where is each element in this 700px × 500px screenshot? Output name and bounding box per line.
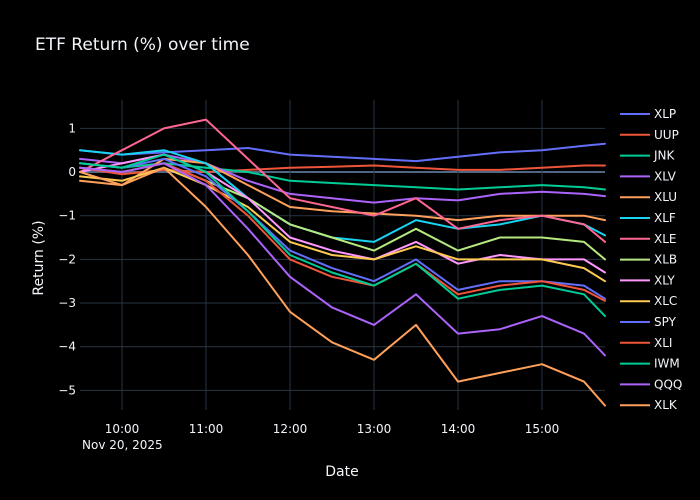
legend-item-xli[interactable]: XLI [620,336,672,350]
y-tick-label: −1 [58,209,76,223]
legend-item-xlb[interactable]: XLB [620,253,677,267]
y-tick-label: −5 [58,383,76,397]
legend-label: XLV [654,169,677,183]
legend-label: XLB [654,253,677,267]
x-axis-date-label: Nov 20, 2025 [82,438,163,452]
legend-label: QQQ [654,377,682,391]
legend-item-xlv[interactable]: XLV [620,169,677,183]
chart-title: ETF Return (%) over time [35,35,250,55]
series-line-iwm [79,153,606,318]
legend-item-qqq[interactable]: QQQ [620,377,682,391]
x-tick-label: 10:00 [105,422,140,436]
x-tick-label: 11:00 [189,422,224,436]
legend: XLP UUP JNK XLV XLU XLF XLE XLB XLY XLC SPY XLI IWM Q… [620,107,682,412]
legend-item-xlc[interactable]: XLC [620,294,677,308]
legend-item-xlk[interactable]: XLK [620,398,678,412]
plot-area [79,118,606,407]
x-tick-label: 15:00 [525,422,560,436]
x-axis-title: Date [325,464,358,480]
series-line-xle [79,118,606,243]
legend-item-iwm[interactable]: IWM [620,357,680,371]
y-tick-label: 0 [68,165,76,179]
legend-label: XLF [654,211,676,225]
series-line-xlk [79,166,606,407]
series-line-xlc [79,166,606,283]
x-tick-label: 12:00 [273,422,308,436]
legend-label: XLI [654,336,672,350]
series-line-xlv [79,153,606,204]
y-axis-title: Return (%) [31,220,47,295]
legend-item-xlp[interactable]: XLP [620,107,676,121]
legend-label: SPY [654,315,677,329]
legend-item-jnk[interactable]: JNK [620,149,676,163]
y-tick-label: 1 [68,121,76,135]
legend-label: XLP [654,107,676,121]
legend-label: XLU [654,190,677,204]
legend-label: XLY [654,273,675,287]
legend-label: IWM [654,357,680,371]
legend-item-uup[interactable]: UUP [620,128,679,142]
series-line-jnk [79,162,606,191]
legend-item-xle[interactable]: XLE [620,232,677,246]
legend-label: XLC [654,294,677,308]
y-tick-label: −3 [58,296,76,310]
x-tick-label: 13:00 [357,422,392,436]
legend-label: JNK [653,149,676,163]
legend-item-xlu[interactable]: XLU [620,190,677,204]
legend-item-xly[interactable]: XLY [620,273,675,287]
legend-label: XLE [654,232,677,246]
y-axis-ticks: 1 0 −1 −2 −3 −4 −5 [58,121,76,397]
x-tick-label: 14:00 [441,422,476,436]
x-axis-ticks: 10:00 11:00 12:00 13:00 14:00 15:00 [105,422,560,436]
legend-item-spy[interactable]: SPY [620,315,677,329]
series-line-qqq [79,162,606,357]
legend-label: XLK [654,398,678,412]
y-tick-label: −2 [58,252,76,266]
y-tick-label: −4 [58,340,76,354]
legend-item-xlf[interactable]: XLF [620,211,676,225]
legend-label: UUP [654,128,679,142]
